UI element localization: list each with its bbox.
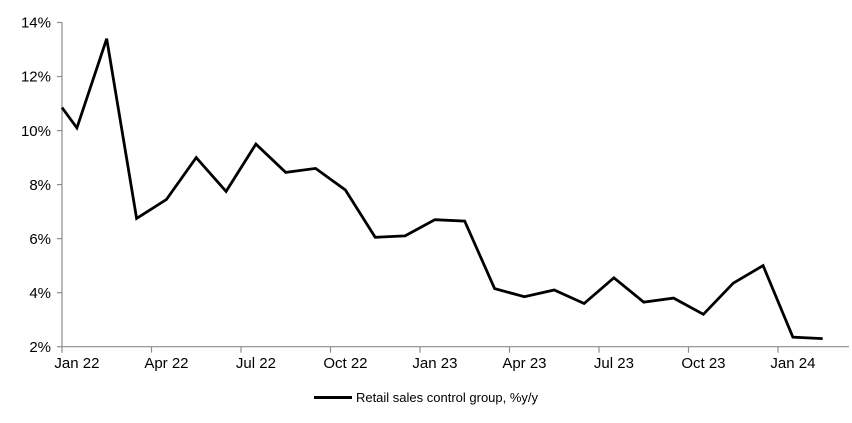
legend-line-swatch xyxy=(313,395,352,399)
x-axis-tick-label: Jan 23 xyxy=(412,355,457,372)
y-axis-tick-label: 14% xyxy=(21,15,51,32)
x-axis-tick-label: Jan 24 xyxy=(770,355,815,372)
y-axis-tick-label: 6% xyxy=(29,231,51,248)
x-axis-tick-label: Jan 22 xyxy=(54,355,99,372)
x-axis-tick-label: Oct 23 xyxy=(681,355,725,372)
x-axis-tick-label: Jul 22 xyxy=(236,355,276,372)
y-axis-tick-label: 8% xyxy=(29,177,51,194)
y-axis-tick-label: 2% xyxy=(29,339,51,356)
x-axis-tick-label: Apr 22 xyxy=(144,355,188,372)
legend-label: Retail sales control group, %y/y xyxy=(355,389,539,405)
legend: Retail sales control group, %y/y xyxy=(0,388,852,406)
y-axis-tick-label: 4% xyxy=(29,285,51,302)
x-axis-tick-label: Jul 23 xyxy=(594,355,634,372)
x-axis-tick-label: Apr 23 xyxy=(502,355,546,372)
x-axis-tick-label: Oct 22 xyxy=(323,355,367,372)
y-axis-tick-label: 12% xyxy=(21,69,51,86)
series-line-retail-sales-control-group xyxy=(60,38,823,340)
y-axis-tick-label: 10% xyxy=(21,123,51,140)
